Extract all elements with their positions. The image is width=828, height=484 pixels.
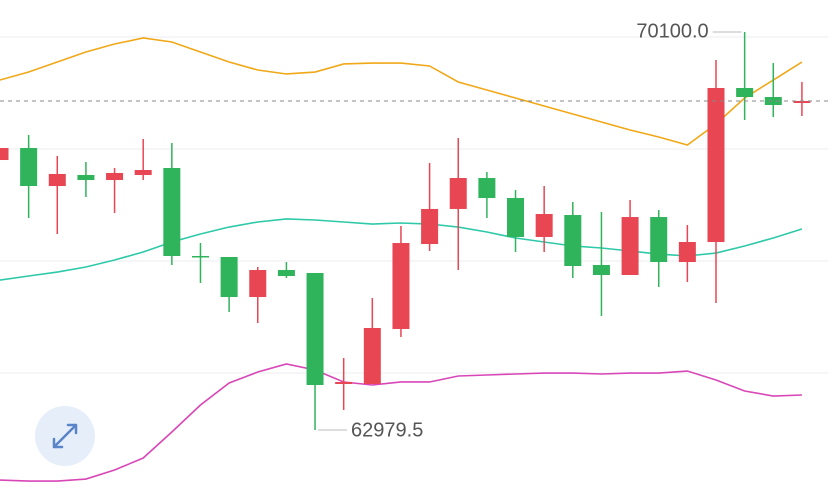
candle-body bbox=[220, 256, 238, 298]
candle-body bbox=[249, 270, 267, 298]
candle-body bbox=[478, 178, 496, 199]
annotation-label: 62979.5 bbox=[351, 419, 423, 441]
candle-body bbox=[592, 264, 610, 275]
candle-body bbox=[621, 217, 639, 275]
candle-body bbox=[191, 255, 209, 258]
candle-body bbox=[106, 172, 124, 181]
candle-body bbox=[48, 173, 66, 187]
candle-body bbox=[335, 381, 353, 384]
candle-body bbox=[0, 147, 9, 161]
band-line bbox=[0, 218, 803, 281]
band-line bbox=[0, 37, 803, 146]
candle-body bbox=[163, 168, 181, 256]
candle-body bbox=[421, 208, 439, 245]
candle-body bbox=[678, 242, 696, 263]
candle-body bbox=[77, 174, 95, 181]
expand-button[interactable] bbox=[35, 406, 95, 466]
candle-body bbox=[535, 214, 553, 237]
candle-body bbox=[736, 88, 754, 98]
candle-body bbox=[764, 97, 782, 106]
candle-body bbox=[707, 88, 725, 243]
candle-body bbox=[650, 217, 668, 263]
candle-body bbox=[449, 178, 467, 209]
candle-body bbox=[507, 198, 525, 237]
expand-icon[interactable] bbox=[52, 423, 78, 449]
band-line bbox=[0, 363, 802, 482]
candle-body bbox=[134, 170, 152, 175]
candle-body bbox=[793, 100, 811, 103]
annotation-label: 70100.0 bbox=[636, 20, 708, 42]
plot: 70100.0 62979.5 bbox=[0, 20, 828, 482]
candle-body bbox=[277, 270, 295, 277]
candle-body bbox=[306, 272, 324, 386]
candle-body bbox=[564, 215, 582, 266]
candle-body bbox=[363, 327, 381, 384]
candle-body bbox=[20, 147, 38, 187]
candle-body bbox=[392, 243, 410, 329]
